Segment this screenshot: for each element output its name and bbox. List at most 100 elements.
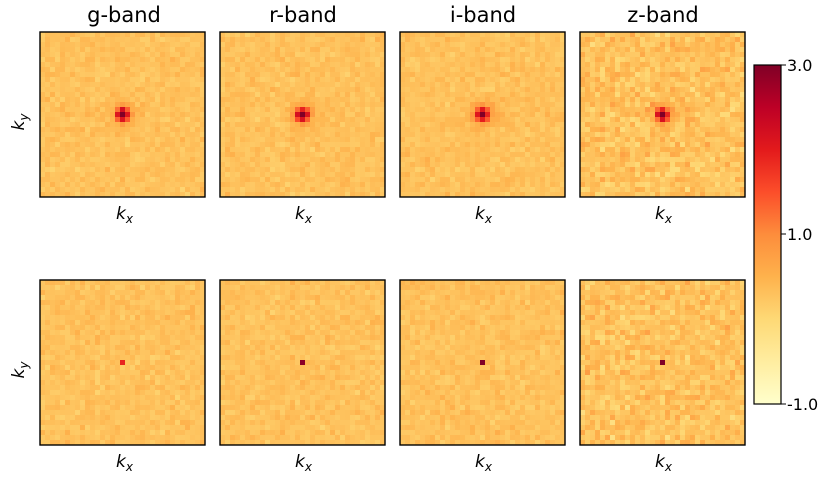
heatmap-panel-row1-i-band	[399, 31, 566, 198]
heatmap-cell	[235, 137, 241, 143]
heatmap-cell	[130, 62, 136, 68]
heatmap-cell	[560, 117, 566, 123]
heatmap-cell	[235, 172, 241, 178]
heatmap-cell	[60, 310, 66, 316]
heatmap-cell	[560, 127, 566, 133]
heatmap-cell	[335, 47, 341, 53]
heatmap-cell	[180, 42, 186, 48]
heatmap-cell	[480, 57, 486, 63]
heatmap-cell	[405, 187, 411, 193]
heatmap-cell	[535, 52, 541, 58]
heatmap-cell	[590, 162, 596, 168]
heatmap-cell	[75, 295, 81, 301]
heatmap-cell	[455, 147, 461, 153]
heatmap-cell	[40, 167, 46, 173]
heatmap-cell	[145, 350, 151, 356]
heatmap-cell	[465, 122, 471, 128]
heatmap-cell	[480, 132, 486, 138]
heatmap-cell	[190, 102, 196, 108]
heatmap-cell	[85, 152, 91, 158]
heatmap-cell	[480, 87, 486, 93]
heatmap-cell	[715, 32, 721, 38]
heatmap-cell	[285, 177, 291, 183]
heatmap-cell	[355, 72, 361, 78]
heatmap-cell	[260, 107, 266, 113]
heatmap-cell	[200, 87, 206, 93]
heatmap-cell	[255, 82, 261, 88]
heatmap-cell	[70, 72, 76, 78]
heatmap-cell	[225, 147, 231, 153]
heatmap-cell	[260, 72, 266, 78]
heatmap-cell	[310, 167, 316, 173]
heatmap-cell	[305, 82, 311, 88]
heatmap-cell	[55, 305, 61, 311]
heatmap-cell	[45, 360, 51, 366]
heatmap-cell	[145, 315, 151, 321]
heatmap-cell	[315, 127, 321, 133]
heatmap-cell	[470, 177, 476, 183]
heatmap-cell	[665, 117, 671, 123]
heatmap-cell	[190, 147, 196, 153]
heatmap-cell	[100, 62, 106, 68]
heatmap-cell	[515, 92, 521, 98]
heatmap-cell	[655, 152, 661, 158]
heatmap-cell	[630, 82, 636, 88]
heatmap-cell	[300, 97, 306, 103]
heatmap-cell	[185, 142, 191, 148]
heatmap-cell	[85, 37, 91, 43]
heatmap-cell	[530, 192, 536, 198]
heatmap-cell	[550, 42, 556, 48]
heatmap-cell	[40, 290, 46, 296]
heatmap-cell	[535, 57, 541, 63]
heatmap-cell	[70, 102, 76, 108]
heatmap-cell	[560, 167, 566, 173]
heatmap-cell	[710, 142, 716, 148]
heatmap-cell	[310, 62, 316, 68]
heatmap-cell	[590, 167, 596, 173]
heatmap-cell	[120, 335, 126, 341]
heatmap-cell	[315, 167, 321, 173]
heatmap-cell	[630, 122, 636, 128]
heatmap-cell	[490, 112, 496, 118]
heatmap-cell	[65, 137, 71, 143]
heatmap-cell	[135, 182, 141, 188]
heatmap-cell	[525, 157, 531, 163]
heatmap-cell	[600, 87, 606, 93]
heatmap-cell	[120, 370, 126, 376]
heatmap-cell	[585, 147, 591, 153]
heatmap-cell	[135, 310, 141, 316]
heatmap-cell	[350, 82, 356, 88]
heatmap-cell	[360, 172, 366, 178]
heatmap-cell	[720, 167, 726, 173]
heatmap-cell	[45, 167, 51, 173]
heatmap-cell	[510, 52, 516, 58]
heatmap-cell	[285, 167, 291, 173]
heatmap-cell	[200, 57, 206, 63]
heatmap-cell	[580, 102, 586, 108]
heatmap-cell	[695, 122, 701, 128]
heatmap-cell	[70, 167, 76, 173]
heatmap-cell	[70, 52, 76, 58]
heatmap-cell	[600, 57, 606, 63]
heatmap-cell	[645, 117, 651, 123]
heatmap-cell	[620, 137, 626, 143]
heatmap-cell	[535, 32, 541, 38]
heatmap-cell	[690, 37, 696, 43]
heatmap-cell	[180, 360, 186, 366]
heatmap-cell	[170, 82, 176, 88]
heatmap-cell	[550, 127, 556, 133]
heatmap-cell	[600, 102, 606, 108]
heatmap-cell	[475, 52, 481, 58]
heatmap-cell	[140, 360, 146, 366]
heatmap-cell	[185, 320, 191, 326]
heatmap-cell	[375, 182, 381, 188]
heatmap-cell	[165, 330, 171, 336]
heatmap-cell	[330, 122, 336, 128]
heatmap-cell	[405, 112, 411, 118]
heatmap-cell	[40, 87, 46, 93]
heatmap-cell	[345, 162, 351, 168]
heatmap-cell	[65, 172, 71, 178]
heatmap-cell	[475, 57, 481, 63]
heatmap-cell	[185, 172, 191, 178]
